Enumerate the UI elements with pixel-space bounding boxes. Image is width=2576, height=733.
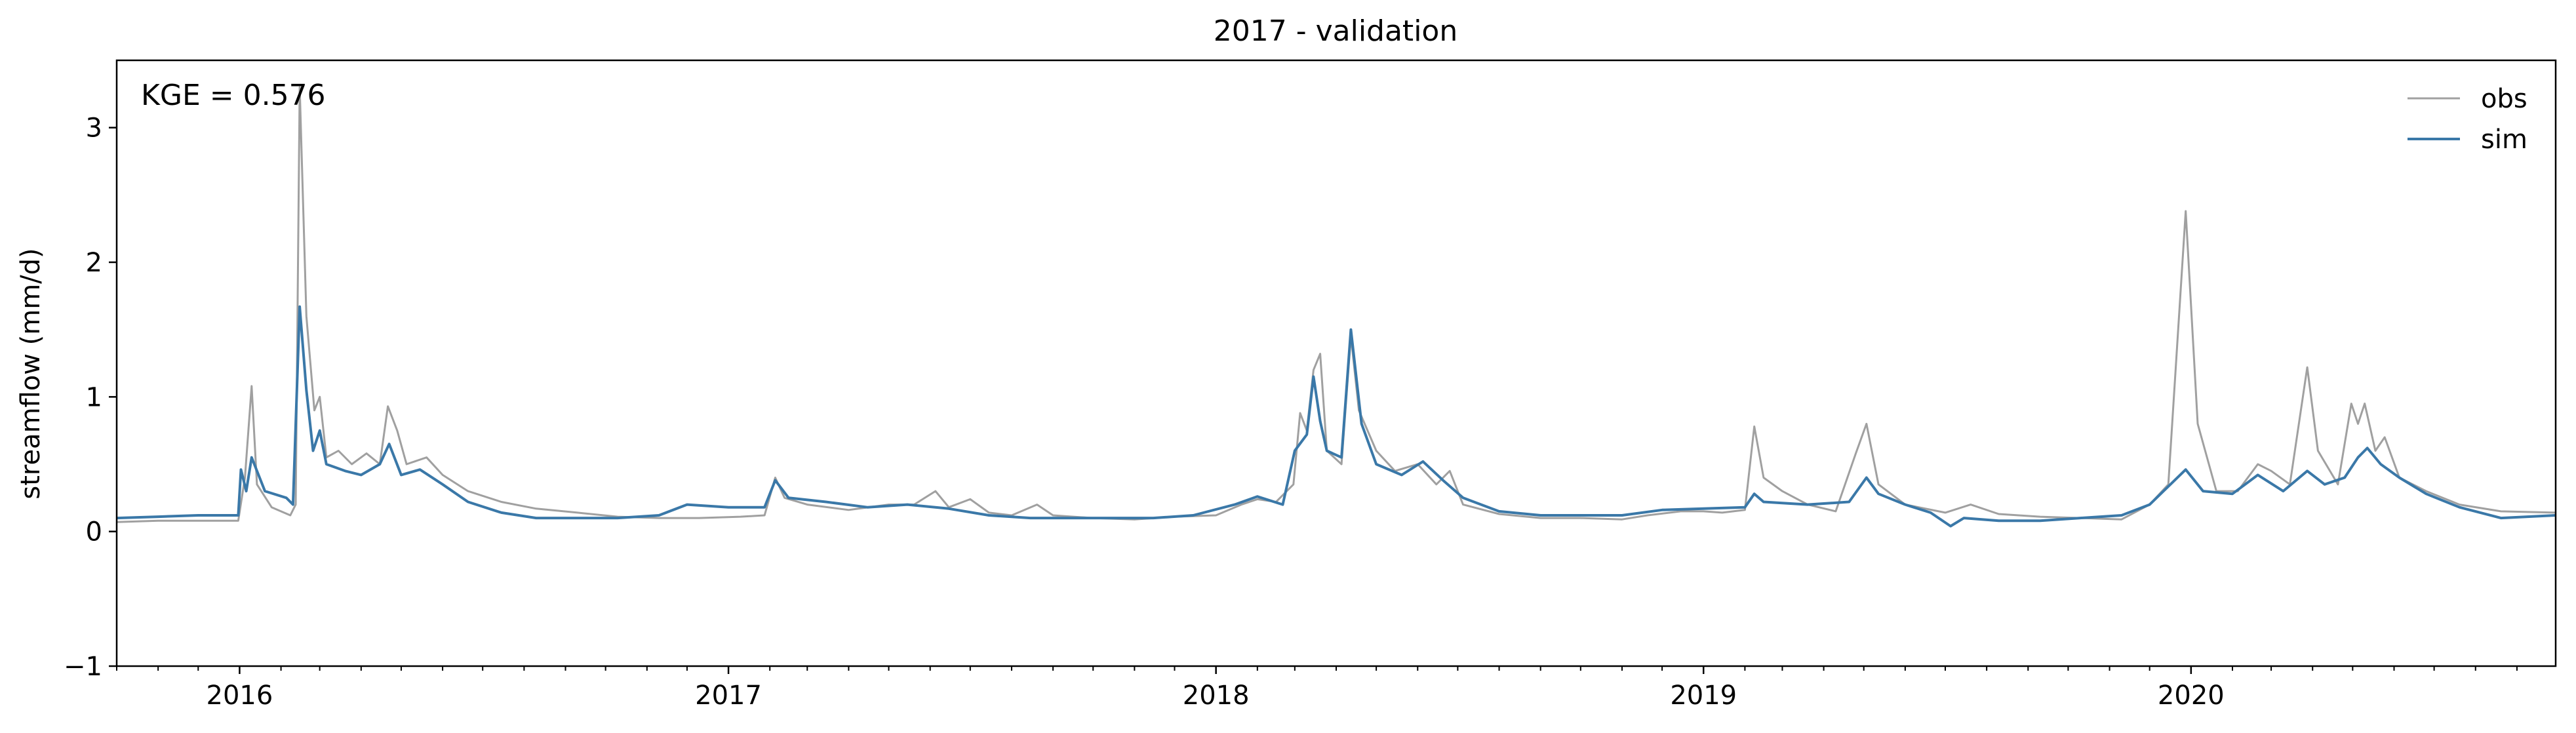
y-tick-label: 0	[86, 517, 102, 547]
series-line-obs	[116, 86, 2556, 523]
x-tick-label: 2019	[1670, 681, 1737, 711]
legend-label-sim: sim	[2481, 125, 2527, 155]
x-tick-label: 2020	[2158, 681, 2225, 711]
y-tick-label: 1	[86, 382, 102, 412]
x-tick-label: 2016	[207, 681, 273, 711]
y-tick-label: −1	[64, 652, 102, 682]
legend-label-obs: obs	[2481, 84, 2527, 114]
kge-annotation: KGE = 0.576	[141, 79, 326, 112]
y-tick-label: 3	[86, 113, 102, 144]
x-tick-label: 2018	[1183, 681, 1250, 711]
x-tick-label: 2017	[695, 681, 762, 711]
series-line-sim	[116, 305, 2556, 528]
chart-title: 2017 - validation	[1214, 14, 1457, 48]
y-tick-label: 2	[86, 248, 102, 278]
y-axis-label: streamflow (mm/d)	[16, 248, 46, 499]
plot-area: −1 0 1 2 3 2016 2017 2018 2019 2020 obs sim	[64, 59, 2557, 711]
